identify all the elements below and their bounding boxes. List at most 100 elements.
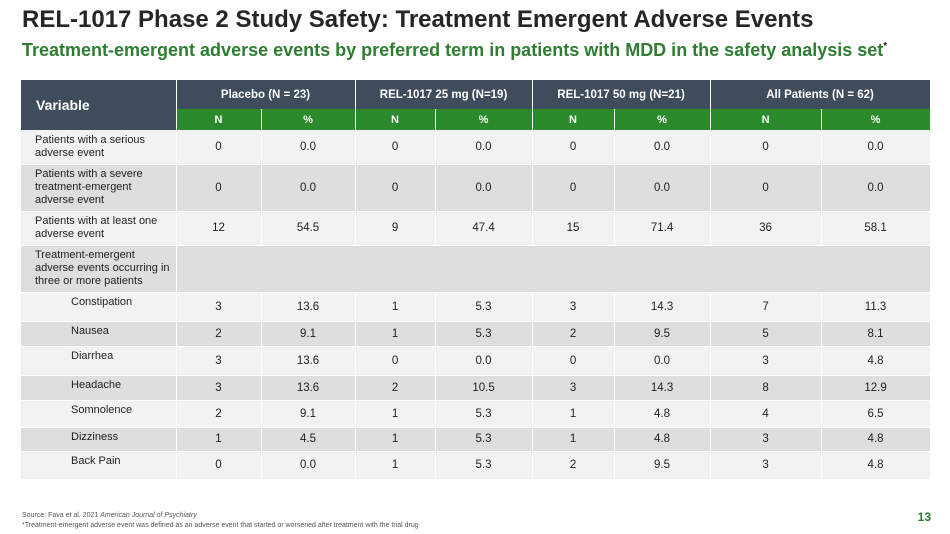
subtitle-text: Treatment-emergent adverse events by pre…: [22, 40, 884, 60]
cell-n: 2: [176, 321, 262, 347]
cell-n: 8: [710, 375, 822, 401]
row-label: Headache: [21, 375, 177, 401]
cell-n: 1: [355, 451, 436, 480]
cell-pct: 0.0: [261, 130, 356, 165]
variable-header: Variable: [21, 80, 177, 130]
table-row: Somnolence 2 9.1 1 5.3 1 4.8 4 6.5: [21, 400, 931, 428]
subheader-n: N: [176, 109, 262, 130]
cell-pct: 11.3: [821, 292, 931, 322]
table-row: Patients with at least one adverse event…: [21, 211, 931, 246]
cell-n: 0: [355, 130, 436, 165]
cell-pct: 4.8: [821, 427, 931, 452]
cell-n: 1: [176, 427, 262, 452]
page-title: REL-1017 Phase 2 Study Safety: Treatment…: [22, 6, 814, 33]
source-journal: American Journal of Psychiatry: [100, 512, 197, 519]
cell-n: 0: [355, 164, 436, 212]
cell-pct: 58.1: [821, 211, 931, 246]
cell-n: 0: [176, 164, 262, 212]
cell-n: 9: [355, 211, 436, 246]
cell-n: 0: [176, 130, 262, 165]
cell-pct: 4.8: [821, 346, 931, 376]
table-row: Nausea 2 9.1 1 5.3 2 9.5 5 8.1: [21, 321, 931, 347]
row-label: Treatment-emergent adverse events occurr…: [21, 245, 177, 293]
cell-pct: 0.0: [261, 451, 356, 480]
cell-pct: 4.8: [614, 427, 711, 452]
row-label: Patients with a serious adverse event: [21, 130, 177, 165]
cell-n: 12: [176, 211, 262, 246]
cell-n: 1: [532, 427, 615, 452]
cell-n: 1: [355, 427, 436, 452]
table-row: Headache 3 13.6 2 10.5 3 14.3 8 12.9: [21, 375, 931, 401]
subheader-n: N: [532, 109, 615, 130]
row-label: Nausea: [21, 321, 177, 347]
page-number: 13: [917, 510, 931, 524]
cell-n: 1: [532, 400, 615, 428]
cell-n: 3: [176, 346, 262, 376]
row-label: Diarrhea: [21, 346, 177, 376]
cell-pct: 4.8: [821, 451, 931, 480]
cell-pct: 10.5: [435, 375, 533, 401]
cell-n: 1: [355, 400, 436, 428]
cell-pct: 13.6: [261, 375, 356, 401]
table-row: Diarrhea 3 13.6 0 0.0 0 0.0 3 4.8: [21, 346, 931, 376]
cell-n: 0: [355, 346, 436, 376]
group-header: Placebo (N = 23): [176, 80, 356, 109]
cell-pct: 5.3: [435, 400, 533, 428]
row-label: Constipation: [21, 292, 177, 322]
cell-n: 5: [710, 321, 822, 347]
cell-n: 3: [710, 346, 822, 376]
cell-pct: 0.0: [435, 164, 533, 212]
cell-n: 3: [710, 451, 822, 480]
cell-n: 0: [710, 130, 822, 165]
subheader-pct: %: [435, 109, 533, 130]
subheader-pct: %: [821, 109, 931, 130]
cell-pct: 13.6: [261, 346, 356, 376]
cell-n: 3: [532, 375, 615, 401]
table-row: Back Pain 0 0.0 1 5.3 2 9.5 3 4.8: [21, 451, 931, 480]
group-header: REL-1017 50 mg (N=21): [532, 80, 711, 109]
cell-n: 36: [710, 211, 822, 246]
cell-pct: 5.3: [435, 292, 533, 322]
cell-pct: 14.3: [614, 292, 711, 322]
cell-pct: 9.5: [614, 321, 711, 347]
cell-n: 1: [355, 321, 436, 347]
cell-pct: 0.0: [614, 346, 711, 376]
cell-n: 0: [532, 164, 615, 212]
source-prefix: Source: Fava et al. 2021: [22, 512, 101, 519]
cell-pct: 9.1: [261, 400, 356, 428]
cell-pct: 13.6: [261, 292, 356, 322]
cell-pct: 5.3: [435, 427, 533, 452]
cell-pct: 12.9: [821, 375, 931, 401]
table-row: Patients with a severe treatment-emergen…: [21, 164, 931, 212]
row-label: Back Pain: [21, 451, 177, 480]
cell-pct: 9.5: [614, 451, 711, 480]
cell-n: 0: [176, 451, 262, 480]
cell-pct: 5.3: [435, 321, 533, 347]
cell-pct: 9.1: [261, 321, 356, 347]
cell-n: 0: [532, 346, 615, 376]
cell-pct: 0.0: [261, 164, 356, 212]
cell-n: 3: [176, 292, 262, 322]
table-row: Constipation 3 13.6 1 5.3 3 14.3 7 11.3: [21, 292, 931, 322]
cell-n: 3: [176, 375, 262, 401]
adverse-events-table: Variable Placebo (N = 23) REL-1017 25 mg…: [21, 80, 931, 480]
cell-pct: 0.0: [821, 130, 931, 165]
cell-pct: 54.5: [261, 211, 356, 246]
cell-n: 1: [355, 292, 436, 322]
cell-n: 7: [710, 292, 822, 322]
row-label: Somnolence: [21, 400, 177, 428]
subtitle-footnote-mark: *: [883, 41, 888, 52]
cell-pct: 4.5: [261, 427, 356, 452]
cell-n: 3: [710, 427, 822, 452]
group-header: All Patients (N = 62): [710, 80, 931, 109]
subheader-pct: %: [614, 109, 711, 130]
table-row: Treatment-emergent adverse events occurr…: [21, 245, 931, 293]
cell-pct: 6.5: [821, 400, 931, 428]
row-label: Dizziness: [21, 427, 177, 452]
subheader-pct: %: [261, 109, 356, 130]
table-row: Patients with a serious adverse event 0 0.…: [21, 130, 931, 165]
cell-pct: 0.0: [614, 130, 711, 165]
row-label: Patients with at least one adverse event: [21, 211, 177, 246]
cell-pct: 0.0: [614, 164, 711, 212]
cell-pct: 4.8: [614, 400, 711, 428]
